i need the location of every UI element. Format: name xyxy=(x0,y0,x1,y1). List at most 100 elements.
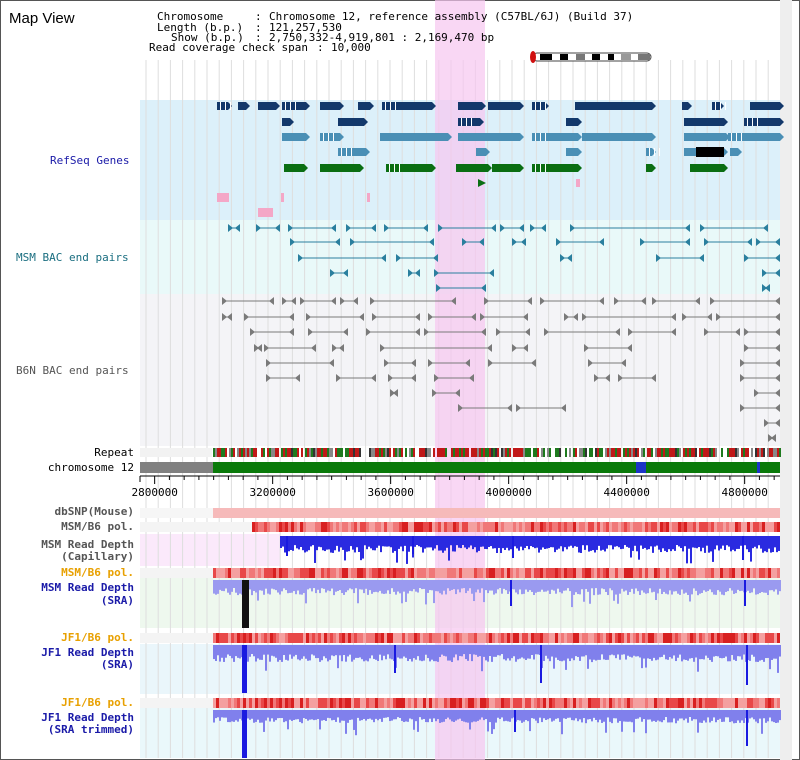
msm-bac-end-pair[interactable] xyxy=(290,238,340,246)
refseq-gene[interactable] xyxy=(575,102,656,110)
refseq-gene[interactable] xyxy=(458,118,484,126)
b6n-bac-end-pair[interactable] xyxy=(744,344,780,352)
msm-bac-end-pair[interactable] xyxy=(384,224,428,232)
refseq-small-gene[interactable] xyxy=(258,208,273,217)
refseq-gene[interactable] xyxy=(458,133,524,141)
b6n-bac-end-pair[interactable] xyxy=(370,297,456,305)
dbsnp-track[interactable] xyxy=(140,508,780,518)
jf1-depth-sra-track[interactable] xyxy=(213,645,781,693)
refseq-gene[interactable] xyxy=(582,133,656,141)
b6n-bac-end-pair[interactable] xyxy=(340,297,358,305)
refseq-gene[interactable] xyxy=(744,118,784,126)
refseq-small-gene[interactable] xyxy=(576,179,580,187)
msm-bac-end-pair[interactable] xyxy=(438,224,496,232)
jf1-pol-track-2[interactable] xyxy=(140,698,780,708)
refseq-gene[interactable] xyxy=(282,118,294,126)
b6n-bac-end-pair[interactable] xyxy=(564,313,578,321)
b6n-bac-end-pair[interactable] xyxy=(266,359,334,367)
b6n-bac-end-pair[interactable] xyxy=(222,297,274,305)
refseq-gene[interactable] xyxy=(488,102,524,110)
b6n-bac-end-pair[interactable] xyxy=(764,419,780,427)
b6n-bac-end-pair[interactable] xyxy=(250,328,294,336)
b6n-bac-end-pair[interactable] xyxy=(282,297,296,305)
refseq-gene[interactable] xyxy=(730,148,742,156)
b6n-bac-end-pair[interactable] xyxy=(264,344,316,352)
b6n-bac-end-pair[interactable] xyxy=(254,344,262,352)
refseq-small-gene[interactable] xyxy=(281,193,284,202)
msm-bac-end-pair[interactable] xyxy=(762,284,770,292)
b6n-bac-end-pair[interactable] xyxy=(424,328,486,336)
b6n-bac-end-pair[interactable] xyxy=(614,297,646,305)
msm-depth-capillary-track[interactable] xyxy=(280,536,780,564)
b6n-bac-end-pair[interactable] xyxy=(516,404,566,412)
refseq-gene[interactable] xyxy=(646,164,656,172)
msm-bac-end-pair[interactable] xyxy=(298,254,386,262)
chromosome-track[interactable] xyxy=(140,462,780,473)
msm-bac-end-pair[interactable] xyxy=(560,254,572,262)
b6n-bac-end-pair[interactable] xyxy=(540,297,604,305)
msm-bac-end-pair[interactable] xyxy=(512,238,526,246)
refseq-small-gene[interactable] xyxy=(478,179,486,187)
refseq-gene[interactable] xyxy=(532,102,549,110)
b6n-bac-end-pair[interactable] xyxy=(594,374,610,382)
b6n-bac-end-pair[interactable] xyxy=(488,359,536,367)
b6n-bac-end-pair[interactable] xyxy=(740,374,780,382)
refseq-small-gene[interactable] xyxy=(367,193,370,202)
b6n-bac-end-pair[interactable] xyxy=(222,313,232,321)
refseq-gene[interactable] xyxy=(646,148,660,156)
b6n-bac-end-pair[interactable] xyxy=(332,344,344,352)
b6n-bac-end-pair[interactable] xyxy=(428,359,470,367)
msm-bac-end-pair[interactable] xyxy=(640,238,690,246)
b6n-bac-end-pair[interactable] xyxy=(754,389,780,397)
b6n-bac-end-pair[interactable] xyxy=(716,313,780,321)
refseq-gene[interactable] xyxy=(217,102,232,110)
msm-bac-end-pair[interactable] xyxy=(408,269,420,277)
b6n-bac-end-pair[interactable] xyxy=(682,313,712,321)
b6n-bac-end-pair[interactable] xyxy=(484,297,532,305)
b6n-bac-end-pair[interactable] xyxy=(300,297,336,305)
refseq-gene[interactable] xyxy=(320,133,344,141)
b6n-bac-end-pair[interactable] xyxy=(768,434,776,442)
msm-bac-end-pair[interactable] xyxy=(570,224,690,232)
refseq-gene[interactable] xyxy=(284,164,308,172)
refseq-gene[interactable] xyxy=(320,164,364,172)
refseq-gene[interactable] xyxy=(532,133,582,141)
refseq-gene[interactable] xyxy=(282,133,310,141)
b6n-bac-end-pair[interactable] xyxy=(744,328,780,336)
refseq-gene[interactable] xyxy=(382,102,436,110)
msm-bac-end-pair[interactable] xyxy=(500,224,524,232)
b6n-bac-end-pair[interactable] xyxy=(390,389,398,397)
refseq-gene[interactable] xyxy=(380,133,452,141)
b6n-bac-end-pair[interactable] xyxy=(434,374,474,382)
refseq-gene[interactable] xyxy=(684,133,730,141)
msm-pol-track-2[interactable] xyxy=(140,568,780,578)
refseq-gene[interactable] xyxy=(728,133,784,141)
b6n-bac-end-pair[interactable] xyxy=(740,359,780,367)
b6n-bac-end-pair[interactable] xyxy=(704,328,740,336)
refseq-gene[interactable] xyxy=(386,164,436,172)
refseq-small-gene[interactable] xyxy=(217,193,229,202)
refseq-gene[interactable] xyxy=(358,102,374,110)
b6n-bac-end-pair[interactable] xyxy=(740,404,780,412)
msm-bac-end-pair[interactable] xyxy=(556,238,604,246)
b6n-bac-end-pair[interactable] xyxy=(366,328,420,336)
msm-bac-end-pair[interactable] xyxy=(434,269,494,277)
b6n-bac-end-pair[interactable] xyxy=(306,313,364,321)
b6n-bac-end-pair[interactable] xyxy=(512,344,528,352)
jf1-depth-sra-trimmed-track[interactable] xyxy=(213,710,781,758)
refseq-gene[interactable] xyxy=(282,102,310,110)
msm-bac-end-pair[interactable] xyxy=(350,238,434,246)
refseq-small-gene[interactable] xyxy=(696,147,724,157)
refseq-gene[interactable] xyxy=(458,102,486,110)
b6n-bac-end-pair[interactable] xyxy=(582,313,676,321)
refseq-gene[interactable] xyxy=(566,148,582,156)
msm-bac-end-pair[interactable] xyxy=(704,238,752,246)
refseq-gene[interactable] xyxy=(320,102,344,110)
b6n-bac-end-pair[interactable] xyxy=(372,313,420,321)
msm-bac-end-pair[interactable] xyxy=(346,224,376,232)
msm-bac-end-pair[interactable] xyxy=(700,224,768,232)
b6n-bac-end-pair[interactable] xyxy=(618,374,656,382)
refseq-gene[interactable] xyxy=(690,164,728,172)
b6n-bac-end-pair[interactable] xyxy=(480,313,528,321)
b6n-bac-end-pair[interactable] xyxy=(428,313,476,321)
